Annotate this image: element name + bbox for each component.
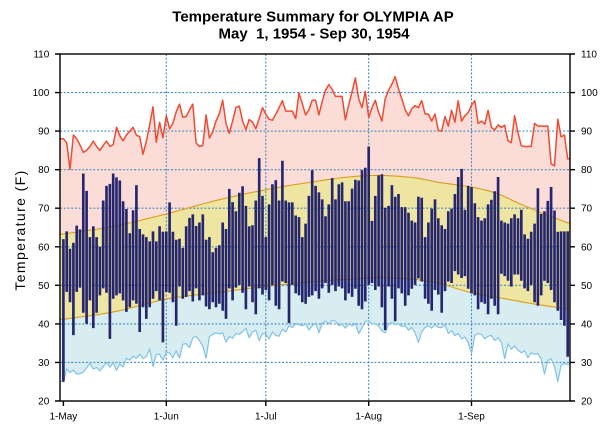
svg-text:100: 100 [33,88,50,99]
svg-text:70: 70 [581,204,593,215]
svg-text:20: 20 [581,397,593,408]
svg-text:80: 80 [38,165,50,176]
svg-text:50: 50 [581,281,593,292]
svg-text:100: 100 [581,88,598,99]
svg-text:1-Jul: 1-Jul [255,411,277,422]
svg-text:May 1, 1954 - Sep 30, 1954: May 1, 1954 - Sep 30, 1954 [219,26,411,43]
svg-text:1-Aug: 1-Aug [355,411,382,422]
svg-text:80: 80 [581,165,593,176]
svg-text:90: 90 [38,127,50,138]
svg-text:Temperature Summary for OLYMPI: Temperature Summary for OLYMPIA AP [172,9,453,26]
svg-text:50: 50 [38,281,50,292]
svg-text:20: 20 [38,397,50,408]
svg-text:1-May: 1-May [50,411,78,422]
svg-text:40: 40 [38,319,50,330]
svg-text:30: 30 [581,358,593,369]
svg-text:30: 30 [38,358,50,369]
svg-text:1-Sep: 1-Sep [458,411,485,422]
svg-text:70: 70 [38,204,50,215]
svg-text:40: 40 [581,319,593,330]
svg-text:90: 90 [581,127,593,138]
svg-text:110: 110 [33,50,49,61]
svg-text:110: 110 [581,50,597,61]
svg-text:60: 60 [38,242,50,253]
svg-text:Temperature (F): Temperature (F) [12,169,28,290]
svg-text:1-Jun: 1-Jun [154,411,179,422]
svg-text:60: 60 [581,242,593,253]
